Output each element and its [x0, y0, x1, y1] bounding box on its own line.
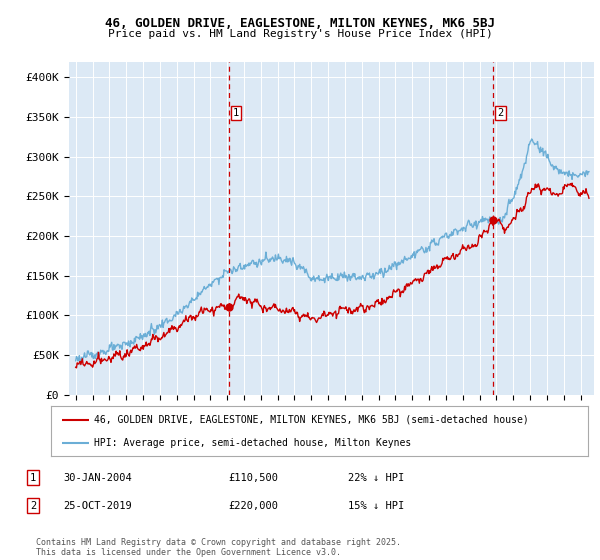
Text: 22% ↓ HPI: 22% ↓ HPI — [348, 473, 404, 483]
Text: 46, GOLDEN DRIVE, EAGLESTONE, MILTON KEYNES, MK6 5BJ (semi-detached house): 46, GOLDEN DRIVE, EAGLESTONE, MILTON KEY… — [94, 414, 529, 424]
Text: 30-JAN-2004: 30-JAN-2004 — [63, 473, 132, 483]
Text: 15% ↓ HPI: 15% ↓ HPI — [348, 501, 404, 511]
Text: Contains HM Land Registry data © Crown copyright and database right 2025.
This d: Contains HM Land Registry data © Crown c… — [36, 538, 401, 557]
Text: 2: 2 — [497, 108, 504, 118]
Text: 1: 1 — [233, 108, 239, 118]
Text: 2: 2 — [30, 501, 36, 511]
Text: £110,500: £110,500 — [228, 473, 278, 483]
Text: £220,000: £220,000 — [228, 501, 278, 511]
Text: 1: 1 — [30, 473, 36, 483]
Text: 25-OCT-2019: 25-OCT-2019 — [63, 501, 132, 511]
Text: HPI: Average price, semi-detached house, Milton Keynes: HPI: Average price, semi-detached house,… — [94, 438, 411, 448]
Text: 46, GOLDEN DRIVE, EAGLESTONE, MILTON KEYNES, MK6 5BJ: 46, GOLDEN DRIVE, EAGLESTONE, MILTON KEY… — [105, 17, 495, 30]
Text: Price paid vs. HM Land Registry's House Price Index (HPI): Price paid vs. HM Land Registry's House … — [107, 29, 493, 39]
